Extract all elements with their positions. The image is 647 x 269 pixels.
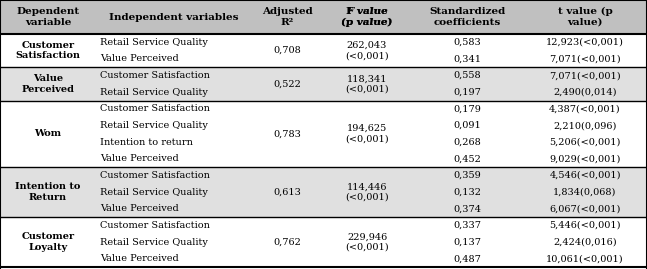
Text: 0,558: 0,558 — [453, 71, 481, 80]
Text: 4,387(<0,001): 4,387(<0,001) — [549, 104, 621, 114]
Text: 0,487: 0,487 — [453, 254, 481, 263]
Text: 4,546(<0,001): 4,546(<0,001) — [549, 171, 620, 180]
Text: 0,179: 0,179 — [453, 104, 481, 114]
Text: Customer Satisfaction: Customer Satisfaction — [100, 221, 210, 230]
Text: 0,783: 0,783 — [273, 129, 301, 138]
Text: Adjusted
R²: Adjusted R² — [261, 7, 313, 27]
Text: Intention to return: Intention to return — [100, 138, 193, 147]
Text: Value Perceived: Value Perceived — [100, 154, 179, 163]
Text: 1,834(0,068): 1,834(0,068) — [553, 187, 617, 197]
Text: Customer Satisfaction: Customer Satisfaction — [100, 71, 210, 80]
Text: Intention to
Return: Intention to Return — [16, 182, 81, 202]
Text: Retail Service Quality: Retail Service Quality — [100, 121, 208, 130]
Text: Customer Satisfaction: Customer Satisfaction — [100, 171, 210, 180]
Text: F value
(p value): F value (p value) — [342, 7, 393, 27]
Text: 6,067(<0,001): 6,067(<0,001) — [549, 204, 620, 213]
Text: Value Perceived: Value Perceived — [100, 254, 179, 263]
Text: Value Perceived: Value Perceived — [100, 54, 179, 63]
Text: 2,424(0,016): 2,424(0,016) — [553, 238, 617, 246]
Text: 0,341: 0,341 — [453, 54, 481, 63]
Text: Value
Perceived: Value Perceived — [21, 74, 74, 94]
Text: 0,583: 0,583 — [453, 38, 481, 47]
Text: Independent variables: Independent variables — [109, 12, 238, 22]
Text: 194,625
(<0,001): 194,625 (<0,001) — [345, 124, 389, 144]
Bar — [0, 67, 647, 101]
Text: 0,137: 0,137 — [453, 238, 481, 246]
Text: 7,071(<0,001): 7,071(<0,001) — [549, 71, 621, 80]
Text: t value (p
value): t value (p value) — [558, 7, 612, 27]
Text: 0,132: 0,132 — [453, 187, 481, 197]
Text: Retail Service Quality: Retail Service Quality — [100, 238, 208, 246]
Bar — [0, 167, 647, 217]
Text: Value Perceived: Value Perceived — [100, 204, 179, 213]
Text: 114,446
(<0,001): 114,446 (<0,001) — [345, 182, 389, 202]
Text: Retail Service Quality: Retail Service Quality — [100, 38, 208, 47]
Text: 0,613: 0,613 — [273, 187, 301, 197]
Text: 229,946
(<0,001): 229,946 (<0,001) — [345, 232, 389, 252]
Text: 0,268: 0,268 — [453, 138, 481, 147]
Text: Wom: Wom — [34, 129, 61, 138]
Text: 0,197: 0,197 — [453, 88, 481, 97]
Text: Dependent
variable: Dependent variable — [16, 7, 80, 27]
Text: 10,061(<0,001): 10,061(<0,001) — [546, 254, 624, 263]
Text: Retail Service Quality: Retail Service Quality — [100, 187, 208, 197]
Text: Retail Service Quality: Retail Service Quality — [100, 88, 208, 97]
Text: F value
(p value): F value (p value) — [341, 7, 393, 27]
Text: 0,762: 0,762 — [273, 238, 301, 246]
Text: 5,206(<0,001): 5,206(<0,001) — [549, 138, 620, 147]
Text: 0,374: 0,374 — [453, 204, 481, 213]
Text: 2,490(0,014): 2,490(0,014) — [553, 88, 617, 97]
Bar — [0, 217, 647, 267]
Text: Customer Satisfaction: Customer Satisfaction — [100, 104, 210, 114]
Text: 262,043
(<0,001): 262,043 (<0,001) — [345, 41, 389, 60]
Text: 2,210(0,096): 2,210(0,096) — [553, 121, 617, 130]
Text: 12,923(<0,001): 12,923(<0,001) — [546, 38, 624, 47]
Text: 9,029(<0,001): 9,029(<0,001) — [549, 154, 620, 163]
Text: Customer
Loyalty: Customer Loyalty — [21, 232, 74, 252]
Text: 5,446(<0,001): 5,446(<0,001) — [549, 221, 620, 230]
Text: Standardized
coefficients: Standardized coefficients — [429, 7, 505, 27]
Text: 0,337: 0,337 — [453, 221, 481, 230]
Text: 7,071(<0,001): 7,071(<0,001) — [549, 54, 621, 63]
Bar — [0, 101, 647, 167]
Text: 0,708: 0,708 — [273, 46, 301, 55]
Bar — [0, 0, 647, 34]
Text: 0,452: 0,452 — [453, 154, 481, 163]
Text: 0,091: 0,091 — [453, 121, 481, 130]
Text: 118,341
(<0,001): 118,341 (<0,001) — [345, 74, 389, 94]
Text: 0,522: 0,522 — [273, 79, 301, 89]
Bar — [0, 34, 647, 67]
Text: 0,359: 0,359 — [453, 171, 481, 180]
Text: Customer
Satisfaction: Customer Satisfaction — [16, 41, 80, 60]
